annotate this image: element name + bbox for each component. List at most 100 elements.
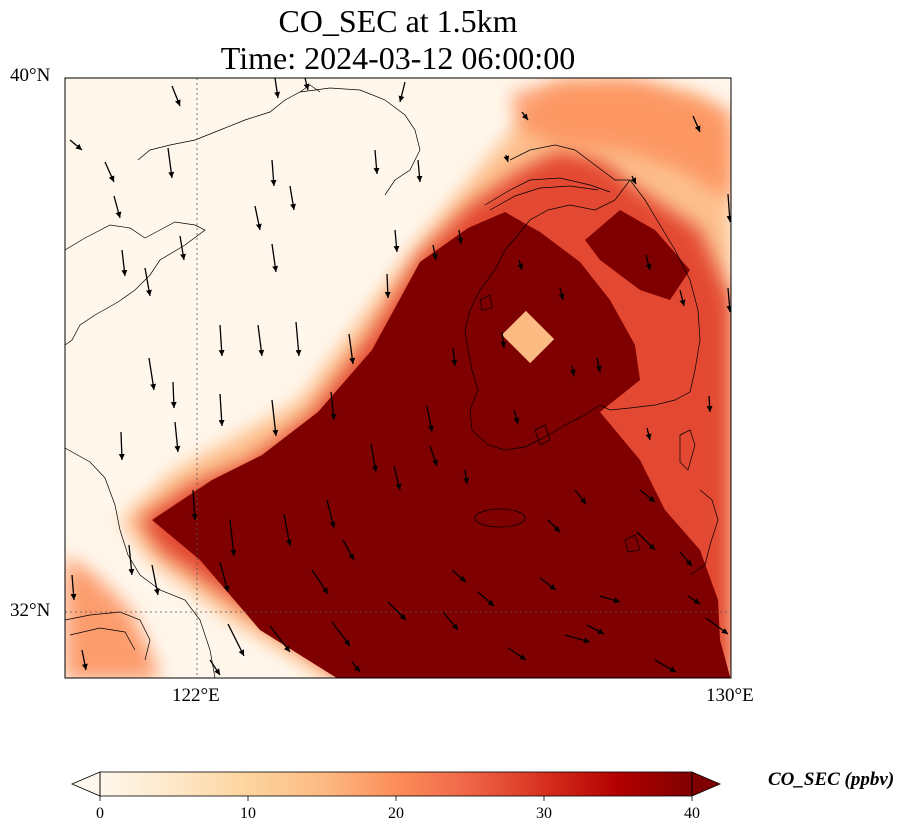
colorbar-tick-40: 40 (684, 805, 700, 822)
wind-arrow (442, 611, 459, 631)
wind-arrow (687, 595, 701, 605)
wind-arrow (586, 624, 605, 635)
lat-tick-label-32n: 32°N (10, 600, 51, 621)
wind-arrow (303, 78, 310, 91)
wind-arrow (373, 149, 380, 175)
wind-arrow (174, 421, 181, 453)
wind-arrow (513, 409, 520, 425)
wind-arrow (295, 321, 302, 357)
wind-arrow (393, 229, 400, 253)
wind-arrow (348, 333, 356, 365)
colorbar-tick-20: 20 (388, 805, 404, 822)
map-frame (64, 77, 732, 679)
wind-arrow (451, 569, 467, 583)
plume-core (152, 212, 731, 678)
wind-arrow (426, 405, 434, 433)
wind-arrow (121, 249, 128, 277)
wind-arrow (477, 591, 495, 607)
wind-arrow (69, 139, 83, 151)
wind-arrow (384, 273, 391, 299)
colorbar (70, 771, 722, 801)
wind-arrow (330, 391, 337, 421)
lon-tick-label-122e: 122°E (172, 685, 220, 706)
wind-arrow (326, 499, 336, 529)
wind-arrow (70, 574, 77, 601)
wind-arrow (270, 159, 277, 187)
wind-arrow (692, 115, 701, 133)
wind-arrow (726, 193, 731, 223)
wind-arrow (269, 625, 291, 653)
map-title-line1: CO_SEC at 1.5km (278, 3, 518, 39)
wind-arrow (227, 623, 245, 657)
wind-arrow (705, 617, 729, 635)
wind-vectors (69, 78, 731, 676)
lon-tick-label-130e: 130°E (706, 685, 754, 706)
wind-arrow (569, 365, 576, 377)
wind-arrow (503, 154, 510, 163)
wind-arrow (654, 659, 677, 673)
colorbar-gradient (100, 772, 692, 796)
wind-arrow (104, 161, 115, 183)
wind-arrow (521, 111, 529, 121)
coastlines (65, 84, 719, 678)
wind-arrow (271, 243, 279, 273)
wind-arrow (254, 205, 262, 231)
wind-arrow (370, 443, 378, 473)
wind-arrow (639, 489, 656, 503)
wind-arrow (517, 259, 524, 271)
wind-arrow (706, 395, 713, 413)
wind-arrow (679, 289, 686, 307)
wind-arrow (500, 331, 507, 349)
wind-arrow (283, 513, 292, 547)
wind-arrow (229, 519, 237, 557)
colorbar-tick-0: 0 (96, 805, 104, 822)
wind-arrow (645, 254, 652, 271)
colorbar-tick-30: 30 (536, 805, 552, 822)
wind-arrow (289, 185, 296, 211)
wind-arrow (599, 595, 621, 604)
wind-arrow (595, 357, 602, 373)
wind-arrow (271, 399, 279, 437)
colorbar-tick-10: 10 (240, 805, 256, 822)
wind-arrow (113, 195, 122, 219)
wind-arrow (429, 445, 438, 467)
low-value-cell (501, 310, 555, 364)
north-band (510, 80, 731, 200)
colorbar-max-extend (691, 771, 722, 797)
wind-arrow (398, 81, 406, 103)
wind-arrow (636, 531, 656, 551)
wind-arrow (171, 85, 181, 107)
wind-arrow (679, 551, 693, 567)
wind-arrow (81, 649, 88, 671)
wind-arrow (170, 381, 177, 409)
wind-arrow (539, 577, 557, 591)
wind-arrow (179, 235, 186, 261)
map-title-line2: Time: 2024-03-12 06:00:00 (220, 40, 576, 76)
wind-arrow (148, 357, 157, 391)
wind-arrow (547, 519, 561, 533)
colorbar-min-extend (70, 771, 101, 797)
wind-arrow (144, 267, 152, 297)
wind-arrow (167, 147, 175, 179)
wind-arrow (311, 569, 329, 595)
wind-arrow (457, 229, 464, 245)
wind-arrow (209, 659, 221, 676)
southwest-coast-band (65, 555, 160, 678)
wind-arrow (331, 621, 351, 647)
gridlines (65, 78, 731, 678)
wind-arrow (118, 431, 125, 461)
wind-arrow (564, 634, 591, 644)
wind-arrow (393, 465, 402, 491)
wind-arrow (558, 287, 565, 301)
wind-arrow (463, 469, 470, 485)
wind-arrow (630, 175, 637, 185)
map-panel (65, 78, 731, 678)
wind-arrow (151, 564, 160, 596)
lat-tick-label-40n: 40°N (10, 65, 51, 86)
wind-arrow (219, 561, 230, 593)
northeast-patch (585, 210, 690, 300)
wind-arrow (416, 159, 423, 183)
wind-arrow (351, 661, 361, 673)
wind-arrow (342, 539, 355, 561)
